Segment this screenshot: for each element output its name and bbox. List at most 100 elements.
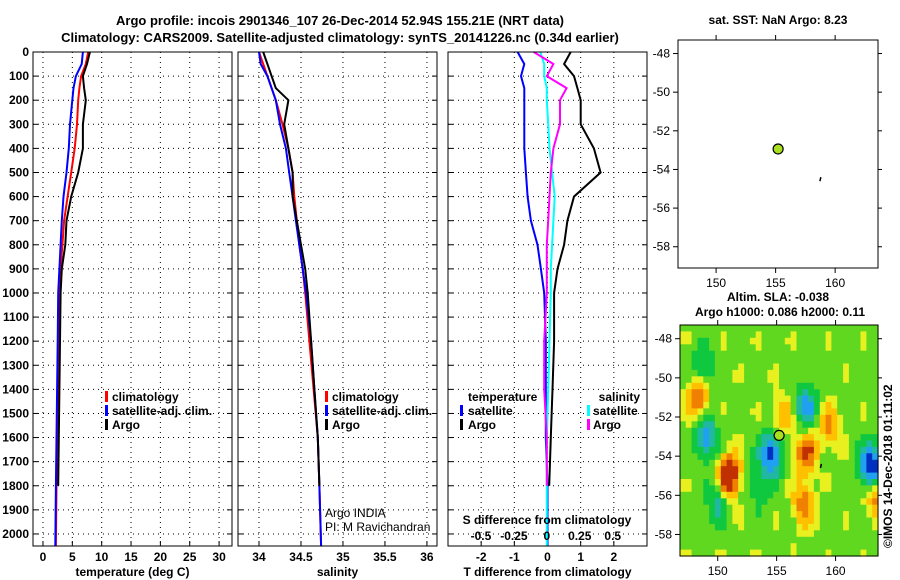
sla-cell: [831, 337, 838, 345]
sla-cell: [837, 466, 844, 474]
sla-cell: [709, 408, 716, 416]
sla-cell: [755, 523, 763, 531]
sla-cell: [709, 517, 716, 525]
sla-cell: [720, 453, 728, 461]
sla-cell: [813, 466, 821, 474]
sla-cell: [714, 325, 722, 332]
sla-cell: [738, 536, 745, 544]
sla-cell: [854, 350, 862, 358]
sla-cell: [819, 446, 827, 454]
sla-cell: [854, 402, 862, 409]
sla-cell: [819, 453, 827, 461]
sla-cell: [854, 549, 862, 557]
sla-cell: [767, 434, 774, 442]
sla-cell: [691, 498, 698, 506]
sla-cell: [720, 491, 728, 499]
sla-cell: [866, 511, 873, 519]
sla-cell: [831, 543, 838, 551]
sla-cell: [749, 369, 757, 377]
sla-cell: [680, 414, 687, 422]
sla-cell: [720, 446, 728, 454]
sla-cell: [860, 325, 867, 332]
sla-cell: [837, 369, 844, 377]
sla-cell: [796, 331, 803, 339]
sla-cell: [784, 511, 792, 519]
sla-cell: [749, 523, 757, 531]
sla-cell: [831, 331, 838, 339]
sla-cell: [749, 472, 757, 480]
sla-cell: [808, 453, 815, 461]
sla-cell: [732, 466, 739, 474]
sla-cell: [767, 498, 774, 506]
y-tick-label: 1500: [2, 406, 29, 420]
sla-cell: [831, 414, 838, 422]
sla-cell: [843, 369, 850, 377]
lat-tick-label: -52: [655, 410, 673, 424]
sla-cell: [866, 382, 873, 390]
sla-cell: [749, 517, 757, 525]
map-panel-3: -48 -50 -52 -54 -56 -58 150 155 160: [653, 35, 882, 290]
sla-cell: [837, 421, 844, 429]
lon-tick-label: 155: [767, 564, 787, 578]
sla-cell: [685, 491, 693, 499]
sla-cell: [761, 523, 768, 531]
sla-cell: [773, 395, 780, 403]
sla-cell: [831, 389, 838, 397]
sla-cell: [825, 446, 832, 454]
sla-cell: [685, 459, 693, 467]
sla-cell: [790, 408, 797, 416]
sla-cell: [779, 472, 786, 480]
legend-title-temperature: temperature: [468, 390, 538, 404]
sla-cell: [796, 479, 803, 486]
sla-cell: [837, 523, 844, 531]
sla-cell: [831, 427, 838, 435]
sla-cell: [813, 543, 821, 551]
sla-cell: [773, 337, 780, 345]
x-axis-label: T difference from climatology: [463, 565, 631, 579]
sla-cell: [837, 491, 844, 499]
sla-cell: [691, 491, 698, 499]
sla-cell: [691, 389, 698, 397]
sla-cell: [761, 414, 768, 422]
sla-cell: [796, 543, 803, 551]
sla-cell: [703, 459, 710, 467]
sla-cell: [685, 434, 693, 442]
sla-cell: [860, 459, 867, 467]
sla-cell: [866, 498, 873, 506]
sla-cell: [732, 485, 739, 493]
x-tick-label: 1: [577, 550, 584, 564]
sla-cell: [796, 466, 803, 474]
sla-cell: [848, 325, 856, 332]
sla-cell: [790, 466, 797, 474]
y-tick-label: 200: [9, 93, 29, 107]
sla-cell: [802, 446, 809, 454]
sla-cell: [790, 530, 797, 538]
sla-cell: [726, 549, 733, 557]
sla-cell: [726, 511, 733, 519]
sla-cell: [680, 331, 687, 339]
sla-cell: [796, 440, 803, 448]
sla-cell: [860, 504, 867, 512]
sla-cell: [848, 466, 856, 474]
sla-cell: [790, 549, 797, 557]
sla-cell: [726, 427, 733, 435]
y-tick-label: 1100: [3, 310, 29, 324]
sla-cell: [732, 434, 739, 442]
sla-cell: [744, 408, 751, 416]
sla-cell: [680, 472, 687, 480]
sla-cell: [779, 376, 786, 384]
sla-cell: [872, 363, 879, 371]
sla-cell: [790, 389, 797, 397]
sla-cell: [685, 325, 693, 332]
sla-cell: [680, 369, 687, 377]
sla-cell: [837, 363, 844, 371]
sla-cell: [802, 376, 809, 384]
y-tick-label: 2000: [2, 527, 29, 541]
sla-cell: [720, 549, 728, 557]
sla-cell: [773, 523, 780, 531]
sla-cell: [819, 395, 827, 403]
sla-cell: [779, 389, 786, 397]
sla-cell: [813, 395, 821, 403]
sla-cell: [784, 421, 792, 429]
sla-cell: [761, 350, 768, 358]
